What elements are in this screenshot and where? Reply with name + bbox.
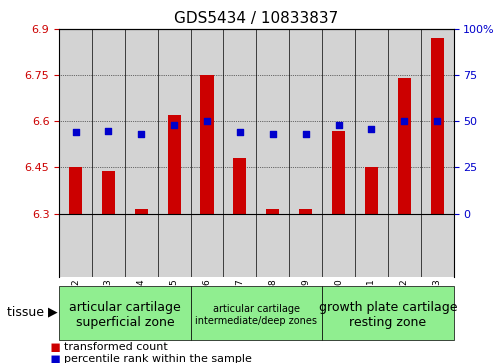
Bar xyxy=(256,213,289,277)
Bar xyxy=(355,213,388,277)
FancyBboxPatch shape xyxy=(59,286,191,340)
Bar xyxy=(223,29,256,213)
Bar xyxy=(421,213,454,277)
Bar xyxy=(322,213,355,277)
Bar xyxy=(92,29,125,213)
Point xyxy=(335,122,343,128)
Bar xyxy=(158,29,191,213)
Bar xyxy=(256,29,289,213)
Bar xyxy=(398,78,411,213)
Bar xyxy=(289,213,322,277)
Text: transformed count: transformed count xyxy=(64,342,168,352)
FancyBboxPatch shape xyxy=(191,286,322,340)
Text: growth plate cartilage
resting zone: growth plate cartilage resting zone xyxy=(318,301,457,329)
Bar xyxy=(388,213,421,277)
Bar xyxy=(233,158,246,213)
Bar xyxy=(59,213,92,277)
FancyBboxPatch shape xyxy=(322,286,454,340)
Bar xyxy=(135,209,148,213)
Text: articular cartilage
superficial zone: articular cartilage superficial zone xyxy=(69,301,181,329)
Bar xyxy=(125,213,158,277)
Bar xyxy=(168,115,181,213)
Point xyxy=(400,118,408,124)
Point xyxy=(203,118,211,124)
Point xyxy=(105,128,112,134)
Point xyxy=(302,131,310,137)
Bar xyxy=(388,29,421,213)
Text: ▪: ▪ xyxy=(49,350,61,363)
Bar xyxy=(299,209,312,213)
Point xyxy=(71,130,79,135)
Bar xyxy=(191,29,223,213)
Bar xyxy=(201,75,213,213)
Point xyxy=(433,118,441,124)
Bar xyxy=(421,29,454,213)
Bar xyxy=(289,29,322,213)
Bar xyxy=(59,29,92,213)
Bar xyxy=(125,29,158,213)
Bar xyxy=(355,29,388,213)
Bar xyxy=(69,167,82,213)
Bar xyxy=(191,213,223,277)
Text: articular cartilage
intermediate/deep zones: articular cartilage intermediate/deep zo… xyxy=(195,304,317,326)
Text: percentile rank within the sample: percentile rank within the sample xyxy=(64,354,252,363)
Point xyxy=(170,122,178,128)
Bar xyxy=(332,131,345,213)
Text: tissue ▶: tissue ▶ xyxy=(7,305,58,318)
Point xyxy=(269,131,277,137)
Bar xyxy=(223,213,256,277)
Bar xyxy=(158,213,191,277)
Text: ▪: ▪ xyxy=(49,338,61,356)
Bar xyxy=(430,38,444,213)
Point xyxy=(367,126,375,132)
Bar xyxy=(322,29,355,213)
Bar xyxy=(102,171,115,213)
Point xyxy=(138,131,145,137)
Bar xyxy=(92,213,125,277)
Bar xyxy=(365,167,378,213)
Point xyxy=(236,130,244,135)
Bar xyxy=(266,209,280,213)
Title: GDS5434 / 10833837: GDS5434 / 10833837 xyxy=(174,12,339,26)
